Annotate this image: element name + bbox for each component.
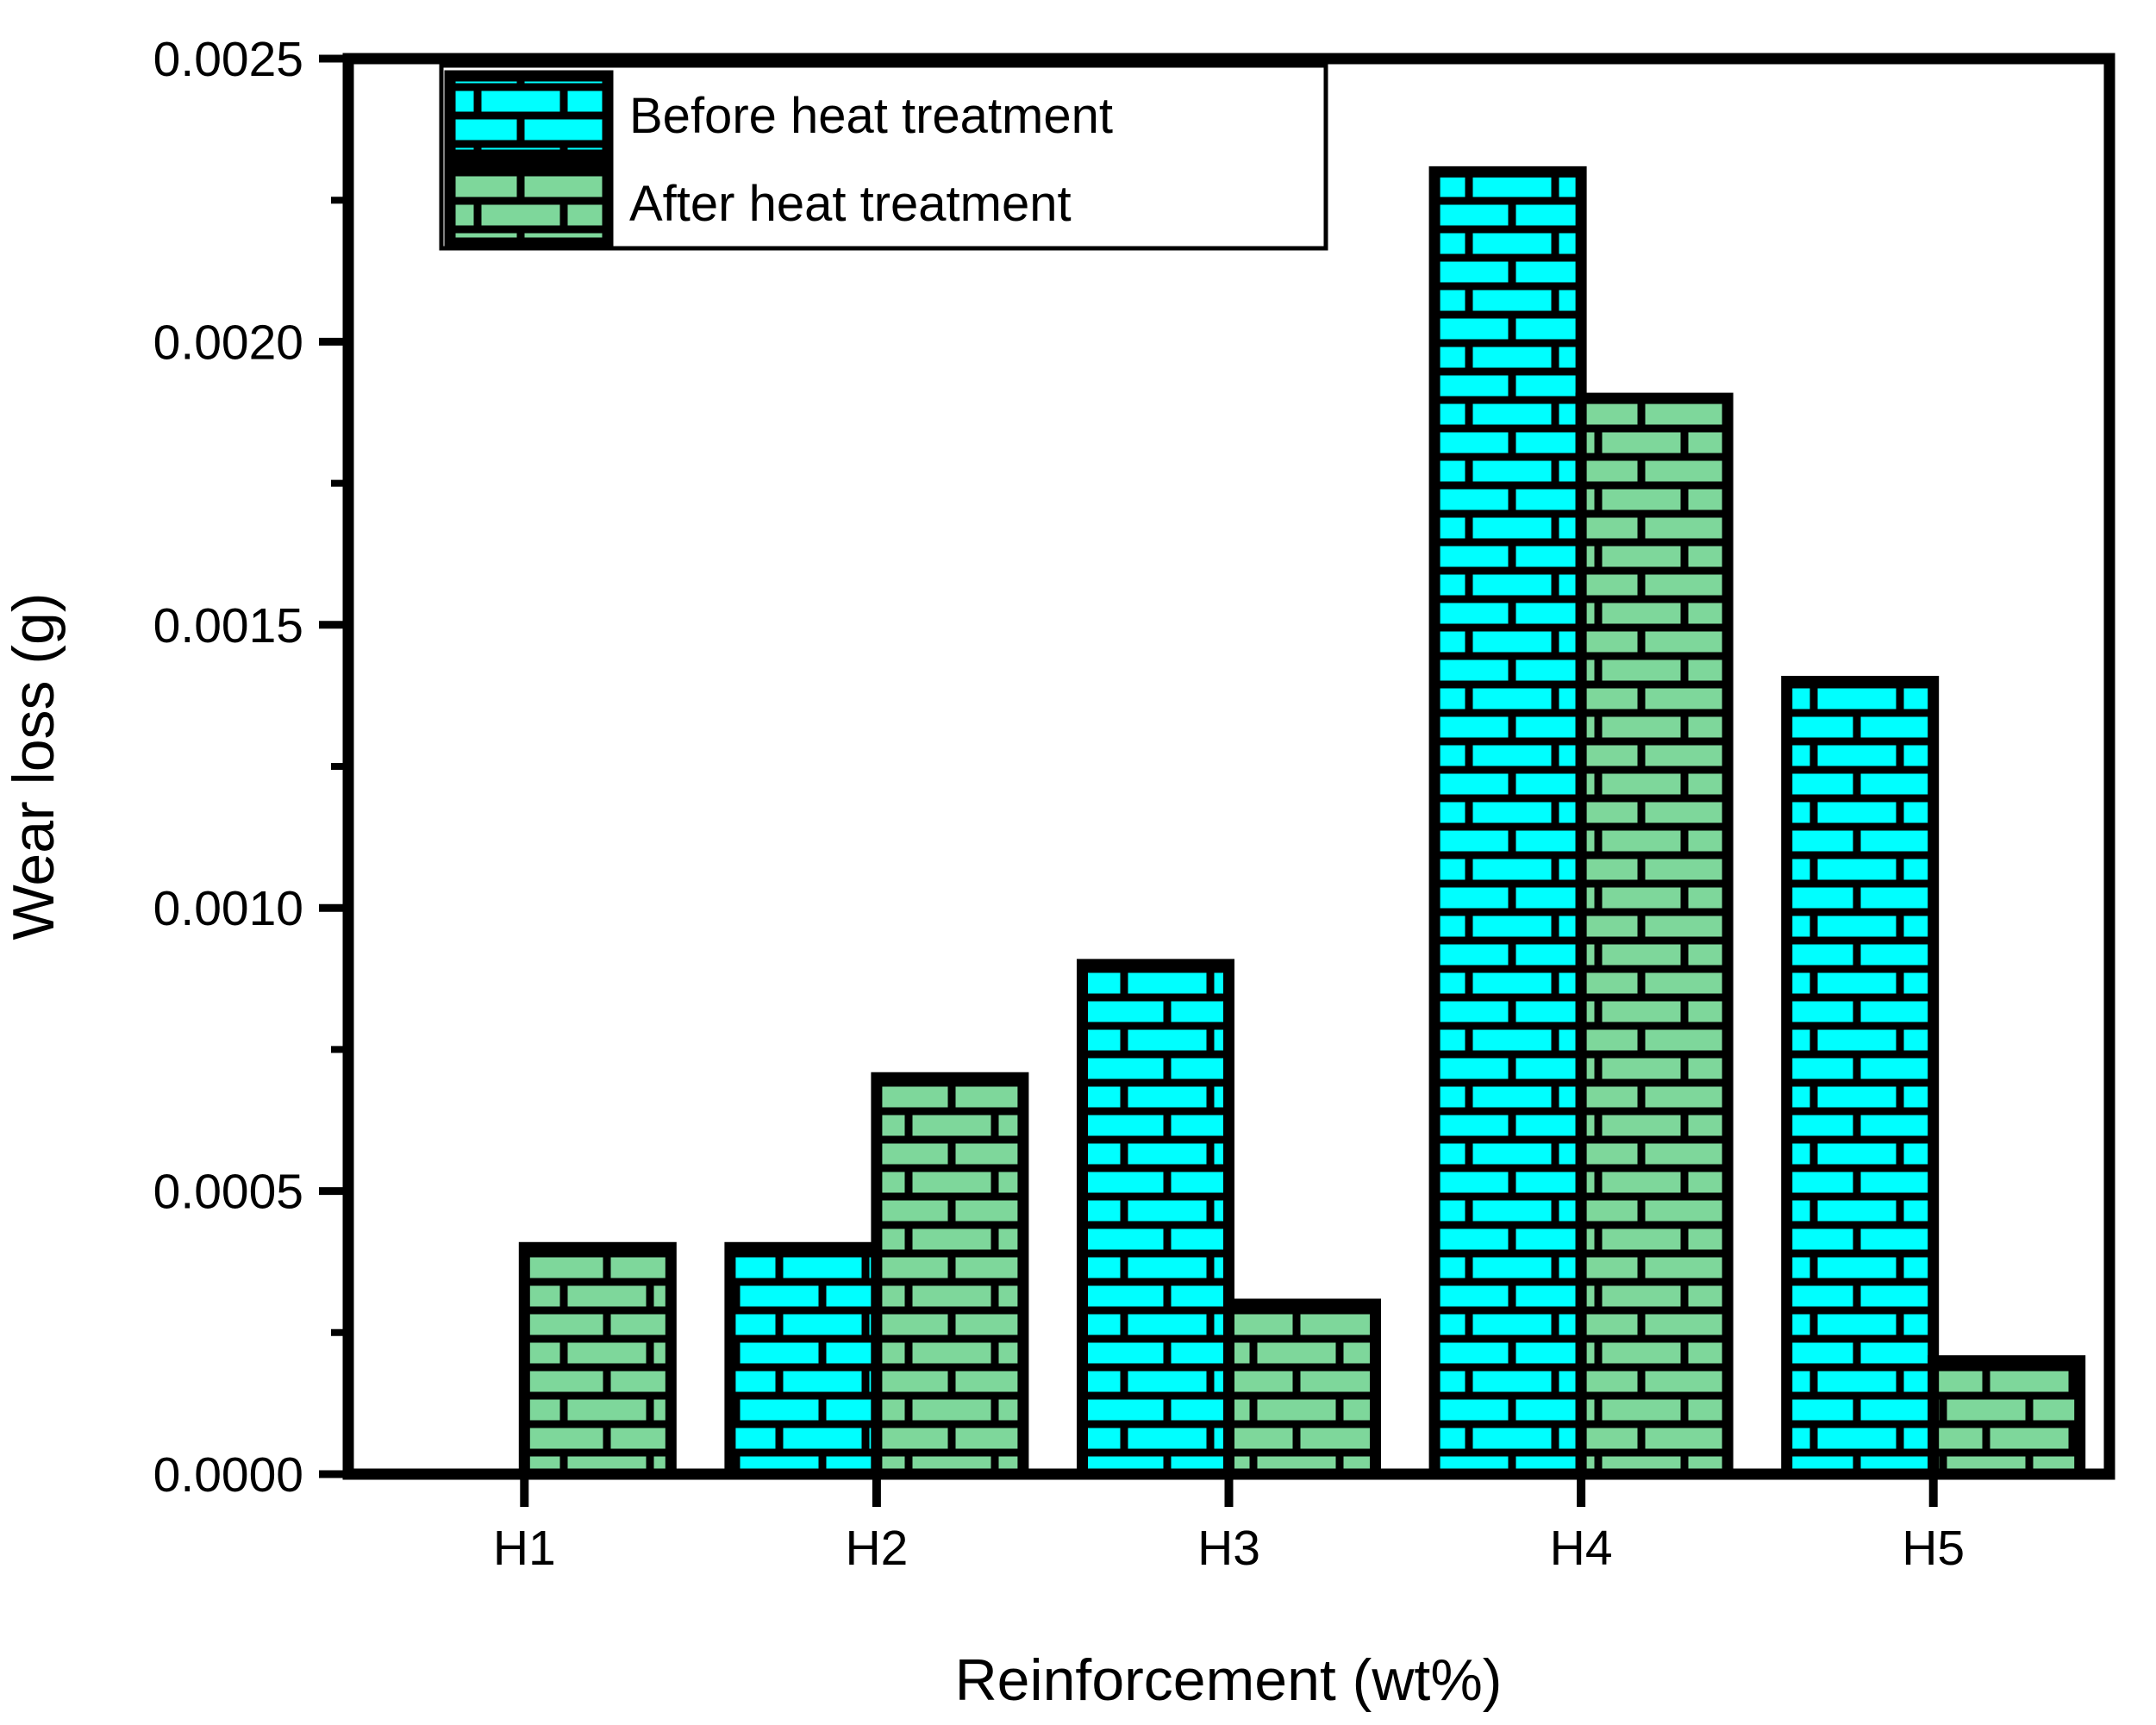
legend-label-before: Before heat treatment — [629, 88, 1113, 144]
bar-H4-after — [1575, 392, 1734, 1480]
x-tick-label-H5: H5 — [1902, 1521, 1965, 1576]
bar-H5-before — [1781, 675, 1940, 1480]
bar-H3-after — [1223, 1298, 1381, 1480]
y-tick-label-0.0000: 0.0000 — [153, 1447, 303, 1503]
x-tick-label-H4: H4 — [1550, 1521, 1613, 1576]
legend-swatch-after — [444, 158, 614, 249]
legend-swatch-before — [444, 70, 614, 161]
y-tick-label-0.0010: 0.0010 — [153, 881, 303, 936]
legend-label-after: After heat treatment — [629, 176, 1072, 232]
y-axis-title: Wear loss (g) — [1, 592, 66, 940]
bars-and-ticks-layer: 0.0000 0.0005 0.0010 0.0015 0.0020 0.0025 H1 H2… — [153, 32, 2086, 1576]
x-axis-title: Reinforcement (wt%) — [955, 1647, 1503, 1713]
x-tick-label-H2: H2 — [845, 1521, 908, 1576]
bar-H2-after — [871, 1072, 1029, 1480]
y-tick-label-0.0025: 0.0025 — [153, 32, 303, 87]
y-tick-label-0.0020: 0.0020 — [153, 315, 303, 370]
legend: Before heat treatment After heat treatme… — [439, 63, 1328, 251]
bar-H4-before — [1428, 166, 1587, 1480]
x-tick-label-H1: H1 — [493, 1521, 556, 1576]
bar-H3-before — [1077, 959, 1234, 1480]
y-tick-label-0.0005: 0.0005 — [153, 1165, 303, 1220]
y-tick-label-0.0015: 0.0015 — [153, 598, 303, 653]
x-tick-label-H3: H3 — [1197, 1521, 1260, 1576]
bar-H2-before — [724, 1241, 883, 1480]
bar-H1-after — [518, 1241, 677, 1480]
bar-H5-after — [1928, 1355, 2086, 1480]
